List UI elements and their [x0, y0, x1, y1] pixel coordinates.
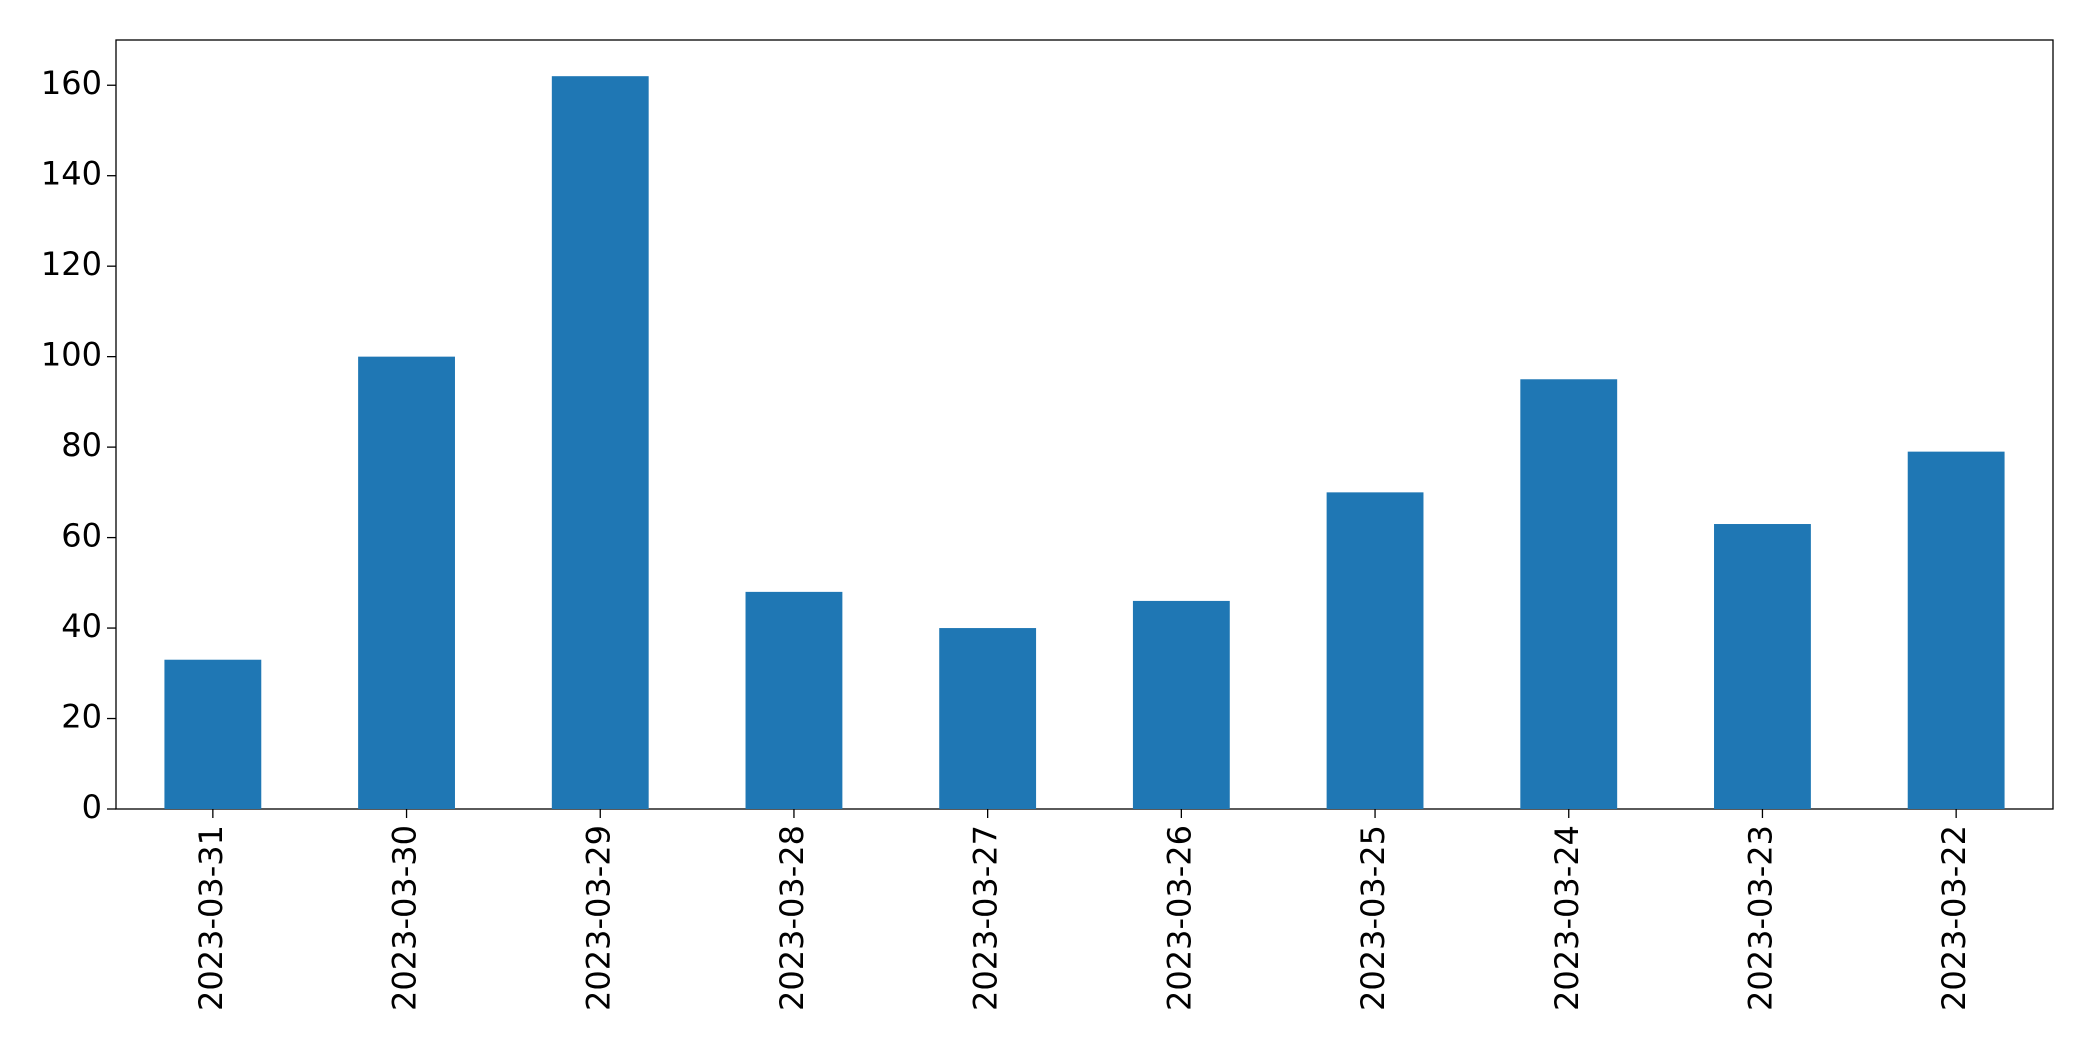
x-tick-label: 2023-03-25 [1354, 825, 1392, 1011]
bar [164, 659, 262, 809]
x-tick-label: 2023-03-30 [386, 825, 424, 1011]
bar [1520, 379, 1618, 809]
bar [1132, 600, 1230, 809]
bar [358, 356, 455, 809]
x-tick-label: 2023-03-31 [192, 825, 230, 1011]
y-tick-label: 0 [82, 788, 102, 826]
y-tick-label: 40 [61, 607, 102, 645]
y-tick-label: 100 [41, 336, 102, 374]
x-tick-label: 2023-03-26 [1160, 825, 1198, 1011]
x-tick-label: 2023-03-22 [1935, 825, 1973, 1011]
y-tick-label: 140 [41, 155, 102, 193]
bar [1714, 524, 1811, 809]
y-tick-label: 60 [61, 517, 102, 555]
bar [1326, 492, 1424, 809]
x-tick-label: 2023-03-23 [1741, 825, 1779, 1011]
y-tick-label: 80 [61, 426, 102, 464]
x-tick-label: 2023-03-27 [967, 825, 1005, 1011]
x-tick-label: 2023-03-24 [1548, 825, 1586, 1011]
y-tick-label: 120 [41, 245, 102, 283]
bar [1907, 451, 2005, 809]
bar [939, 628, 1037, 809]
y-tick-label: 160 [41, 64, 102, 102]
plot-frame [115, 39, 2054, 810]
y-tick-label: 20 [61, 698, 102, 736]
x-tick-label: 2023-03-28 [773, 825, 811, 1011]
bar [745, 591, 843, 809]
bar [551, 76, 649, 809]
x-tick-label: 2023-03-29 [579, 825, 617, 1011]
